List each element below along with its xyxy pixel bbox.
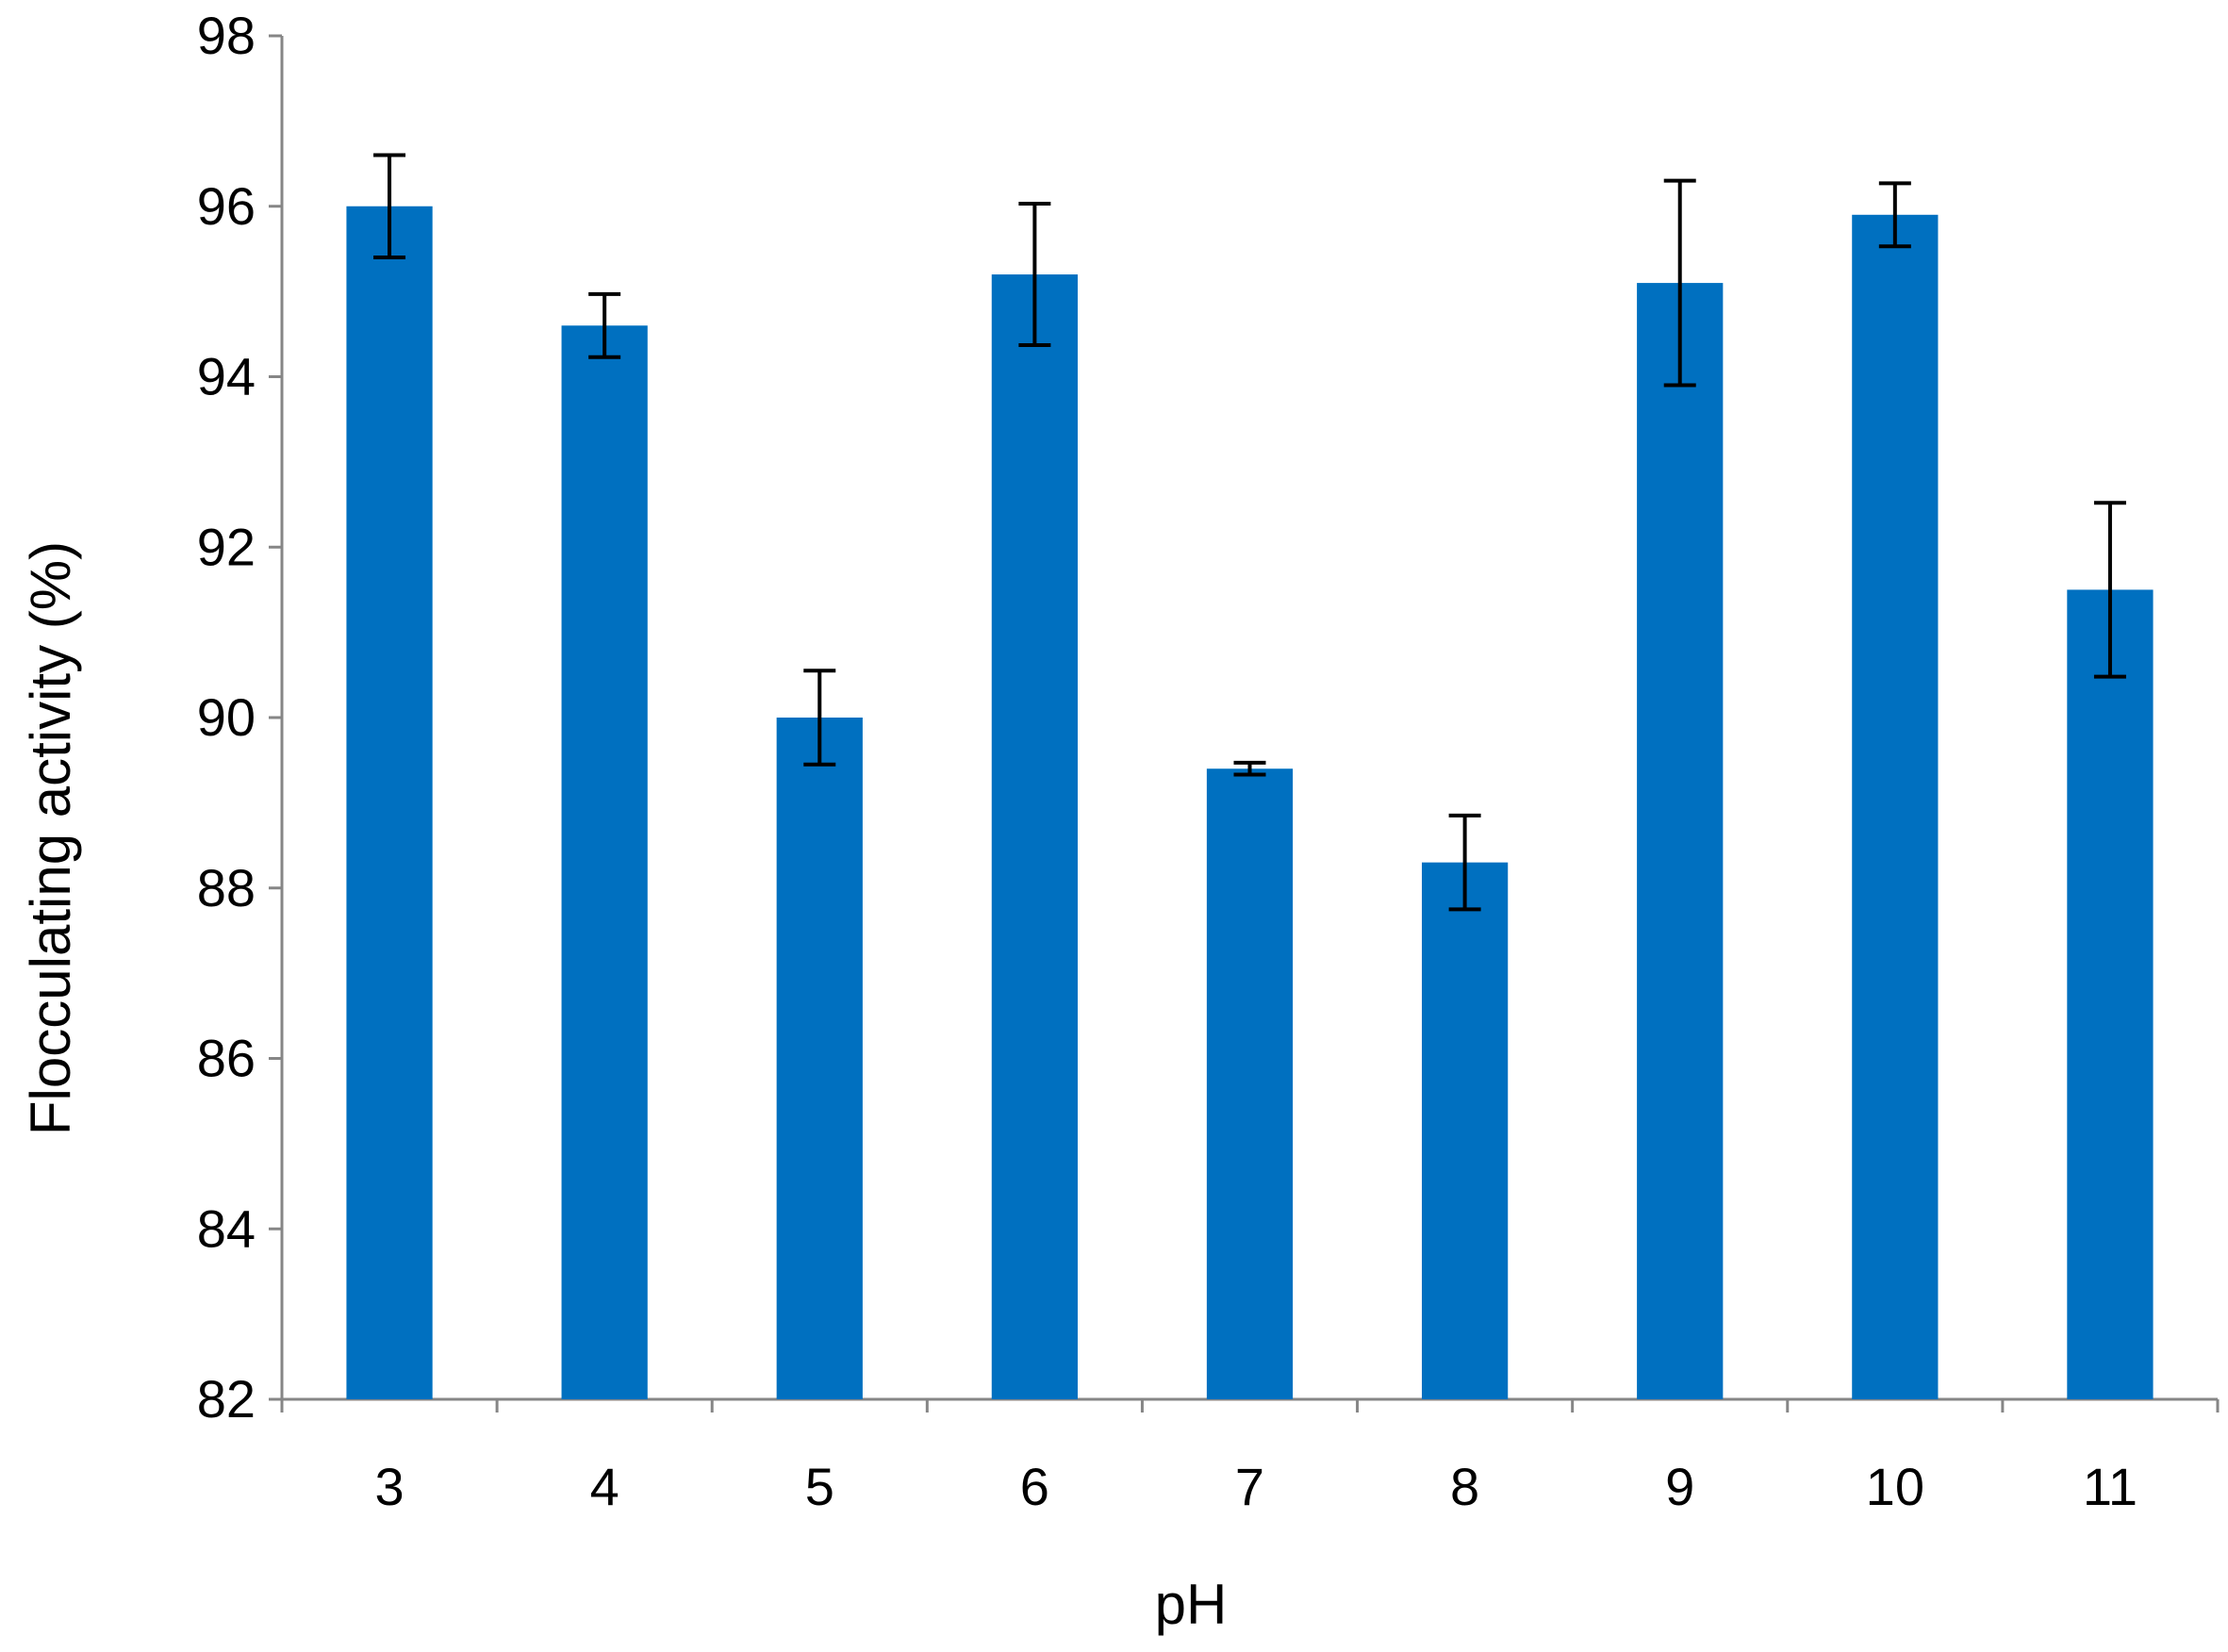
x-axis-title: pH <box>1155 1573 1228 1636</box>
bars <box>346 206 2154 1400</box>
y-tick-label: 90 <box>197 687 256 747</box>
x-tick-label: 3 <box>374 1457 404 1516</box>
bar <box>561 325 648 1399</box>
x-tick-label: 4 <box>590 1457 619 1516</box>
error-bar <box>1448 813 1481 912</box>
error-bar <box>1018 202 1051 348</box>
x-axis-ticks: 3 4 5 6 7 8 9 10 11 <box>280 1399 2220 1516</box>
bar <box>1637 283 1724 1399</box>
y-tick-label: 94 <box>197 347 256 406</box>
y-tick-label: 92 <box>197 517 256 576</box>
error-bar <box>1233 760 1266 777</box>
error-bar <box>803 669 836 767</box>
error-bars <box>373 153 2126 912</box>
y-axis-title: Flocculating activity (%) <box>19 541 82 1135</box>
y-tick-label: 82 <box>197 1369 256 1429</box>
x-tick-label: 9 <box>1665 1457 1694 1516</box>
bar <box>346 206 433 1399</box>
x-tick-label: 7 <box>1235 1457 1264 1516</box>
bar <box>1206 768 1294 1399</box>
bar <box>1852 214 1939 1400</box>
error-bar <box>588 291 621 359</box>
bar <box>991 274 1079 1399</box>
x-tick-label: 6 <box>1020 1457 1049 1516</box>
y-tick-label: 96 <box>197 176 256 236</box>
x-tick-label: 11 <box>2083 1457 2137 1516</box>
error-bar <box>1663 178 1696 388</box>
error-bar <box>373 153 406 259</box>
x-tick-label: 5 <box>805 1457 834 1516</box>
bar <box>1421 862 1509 1399</box>
x-tick-label: 10 <box>1866 1457 1924 1516</box>
y-tick-label: 88 <box>197 858 256 917</box>
error-bar <box>2093 501 2126 679</box>
y-tick-label: 84 <box>197 1198 256 1258</box>
y-tick-label: 98 <box>197 6 256 65</box>
x-tick-label: 8 <box>1450 1457 1479 1516</box>
error-bar <box>1878 181 1911 249</box>
y-tick-label: 86 <box>197 1029 256 1088</box>
y-axis-ticks: 82 84 86 88 90 92 94 96 98 <box>197 6 282 1429</box>
bar <box>2067 589 2154 1399</box>
bar <box>776 718 863 1399</box>
